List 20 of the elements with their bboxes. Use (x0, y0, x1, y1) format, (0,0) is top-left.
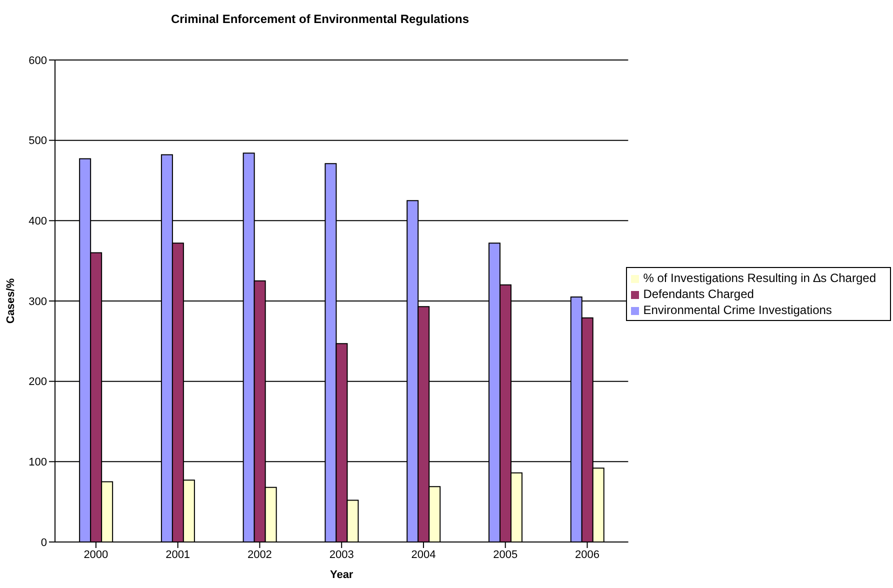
y-tick-label: 500 (28, 135, 47, 148)
x-tick-label: 2001 (166, 548, 190, 561)
x-tick-label: 2000 (84, 548, 108, 561)
x-tick-label: 2006 (575, 548, 600, 561)
y-axis-title: Cases/% (4, 278, 17, 324)
x-tick-label: 2002 (247, 548, 272, 561)
y-tick-label: 600 (28, 54, 47, 67)
y-tick-label: 0 (40, 536, 47, 549)
x-tick-label: 2003 (329, 548, 354, 561)
x-tick-label: 2005 (493, 548, 518, 561)
y-tick-label: 200 (28, 376, 47, 388)
y-tick-label: 400 (28, 216, 47, 228)
y-tick-label: 100 (28, 456, 47, 469)
chart-title: Criminal Enforcement of Environmental Regulations (170, 12, 470, 26)
x-tick-label: 2004 (411, 548, 436, 561)
legend-label: Environmental Crime Investigations (643, 303, 832, 317)
y-tick-label: 300 (28, 296, 47, 308)
legend-label: Defendants Charged (643, 287, 754, 301)
legend-label: % of Investigations Resulting in ∆s Charged (643, 271, 876, 285)
x-axis-title: Year (330, 569, 354, 581)
